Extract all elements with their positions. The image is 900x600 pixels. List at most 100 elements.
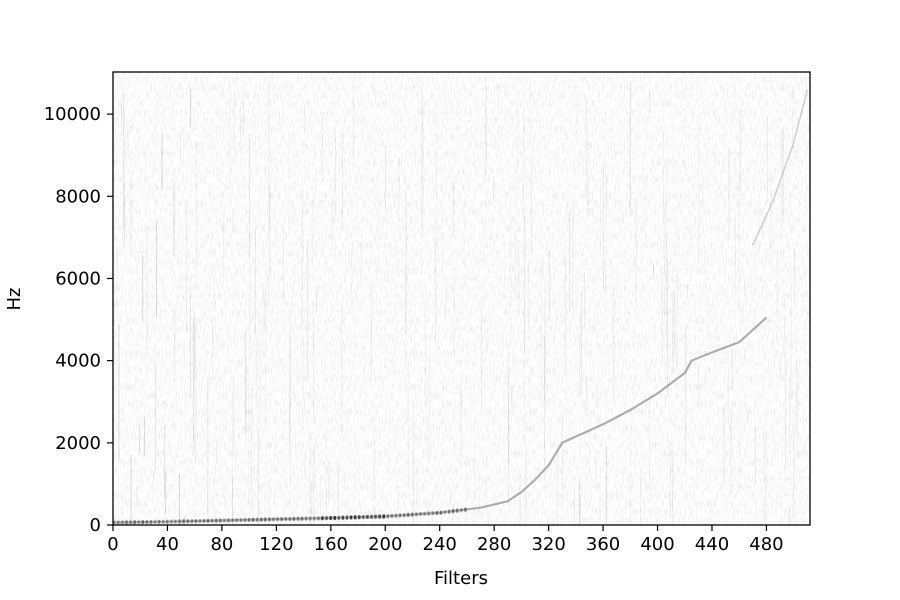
band-segment xyxy=(223,518,226,523)
band-segment xyxy=(125,520,128,525)
x-tick-label: 80 xyxy=(210,534,233,555)
band-segment xyxy=(423,511,426,516)
band-segment xyxy=(113,520,116,525)
band-segment xyxy=(247,517,251,522)
band-segment xyxy=(243,517,247,522)
band-segment xyxy=(149,519,153,524)
band-segment xyxy=(439,510,443,515)
band-segment xyxy=(321,516,324,521)
band-segment xyxy=(194,519,198,524)
y-tick-label: 4000 xyxy=(55,351,101,372)
x-tick-label: 360 xyxy=(586,534,620,555)
y-tick-label: 8000 xyxy=(55,186,101,207)
band-segment xyxy=(153,519,157,524)
band-segment xyxy=(190,519,193,524)
y-tick-label: 6000 xyxy=(55,268,101,289)
band-segment xyxy=(227,518,230,523)
x-tick-label: 280 xyxy=(477,534,511,555)
band-segment xyxy=(137,520,140,525)
band-segment xyxy=(419,512,422,517)
band-segment xyxy=(345,515,349,520)
band-segment xyxy=(186,519,189,524)
band-segment xyxy=(329,516,332,521)
band-segment xyxy=(435,510,439,515)
band-segment xyxy=(182,519,185,524)
ridge-line xyxy=(113,316,768,524)
band-segment xyxy=(206,518,210,523)
band-segment xyxy=(162,519,165,524)
band-segment xyxy=(264,517,267,522)
vertical-noise-streaks xyxy=(113,75,798,525)
x-tick-label: 240 xyxy=(423,534,457,555)
band-segment xyxy=(251,517,255,522)
x-tick-label: 320 xyxy=(531,534,565,555)
band-segment xyxy=(427,511,430,516)
x-tick-label: 0 xyxy=(107,534,118,555)
x-tick-label: 120 xyxy=(259,534,293,555)
y-axis: 0 2000 4000 6000 8000 10000 xyxy=(44,104,113,536)
band-segment xyxy=(464,507,467,512)
band-segment xyxy=(219,518,222,523)
band-segment xyxy=(386,514,390,519)
spectrogram-marks xyxy=(113,75,809,525)
band-segment xyxy=(117,520,120,525)
band-segment xyxy=(255,517,259,522)
band-segment xyxy=(300,516,304,521)
band-segment xyxy=(362,515,365,520)
band-segment xyxy=(431,511,434,516)
band-segment xyxy=(382,514,385,519)
band-segment xyxy=(166,519,169,524)
y-tick-label: 10000 xyxy=(44,104,101,125)
band-segment xyxy=(239,518,243,523)
band-segment xyxy=(337,515,341,520)
band-segment xyxy=(284,517,287,522)
band-segment xyxy=(411,512,414,517)
band-segment xyxy=(121,520,124,525)
band-segment xyxy=(456,508,459,513)
band-segment xyxy=(202,518,206,523)
band-segment xyxy=(341,515,345,520)
band-segment xyxy=(170,519,173,524)
band-segment xyxy=(358,515,361,520)
band-segment xyxy=(141,520,144,525)
band-segment xyxy=(276,517,279,522)
x-axis: 0 40 80 120 160 200 240 280 320 360 400 440 480 xyxy=(107,525,784,555)
band-segment xyxy=(304,516,308,521)
band-segment xyxy=(235,518,238,523)
band-segment xyxy=(447,509,451,514)
y-axis-label: Hz xyxy=(4,288,25,311)
band-segment xyxy=(288,516,292,521)
band-segment xyxy=(211,518,214,523)
band-segment xyxy=(366,514,369,519)
band-segment xyxy=(415,512,418,517)
band-segment xyxy=(309,516,312,521)
band-segment xyxy=(398,513,402,518)
band-segment xyxy=(374,514,377,519)
band-segment xyxy=(296,516,300,521)
band-segment xyxy=(325,516,328,521)
band-segment xyxy=(407,512,410,517)
plot-frame xyxy=(112,71,811,526)
band-segment xyxy=(349,515,353,520)
x-axis-label: Filters xyxy=(434,568,488,589)
band-segment xyxy=(402,513,406,518)
band-segment xyxy=(333,515,336,520)
band-segment xyxy=(129,520,132,525)
x-tick-label: 40 xyxy=(156,534,179,555)
band-segment xyxy=(378,514,381,519)
upper-trace xyxy=(752,89,809,246)
band-segment xyxy=(231,518,234,523)
band-segment xyxy=(272,517,275,522)
y-tick-label: 0 xyxy=(90,515,101,536)
x-tick-label: 400 xyxy=(640,534,674,555)
band-segment xyxy=(443,510,447,515)
band-segment xyxy=(178,519,181,524)
band-segment xyxy=(145,520,149,525)
band-segment xyxy=(390,514,394,519)
x-tick-label: 440 xyxy=(695,534,729,555)
x-tick-label: 480 xyxy=(749,534,783,555)
x-tick-label: 160 xyxy=(314,534,348,555)
band-segment xyxy=(313,516,316,521)
x-tick-label: 200 xyxy=(368,534,402,555)
